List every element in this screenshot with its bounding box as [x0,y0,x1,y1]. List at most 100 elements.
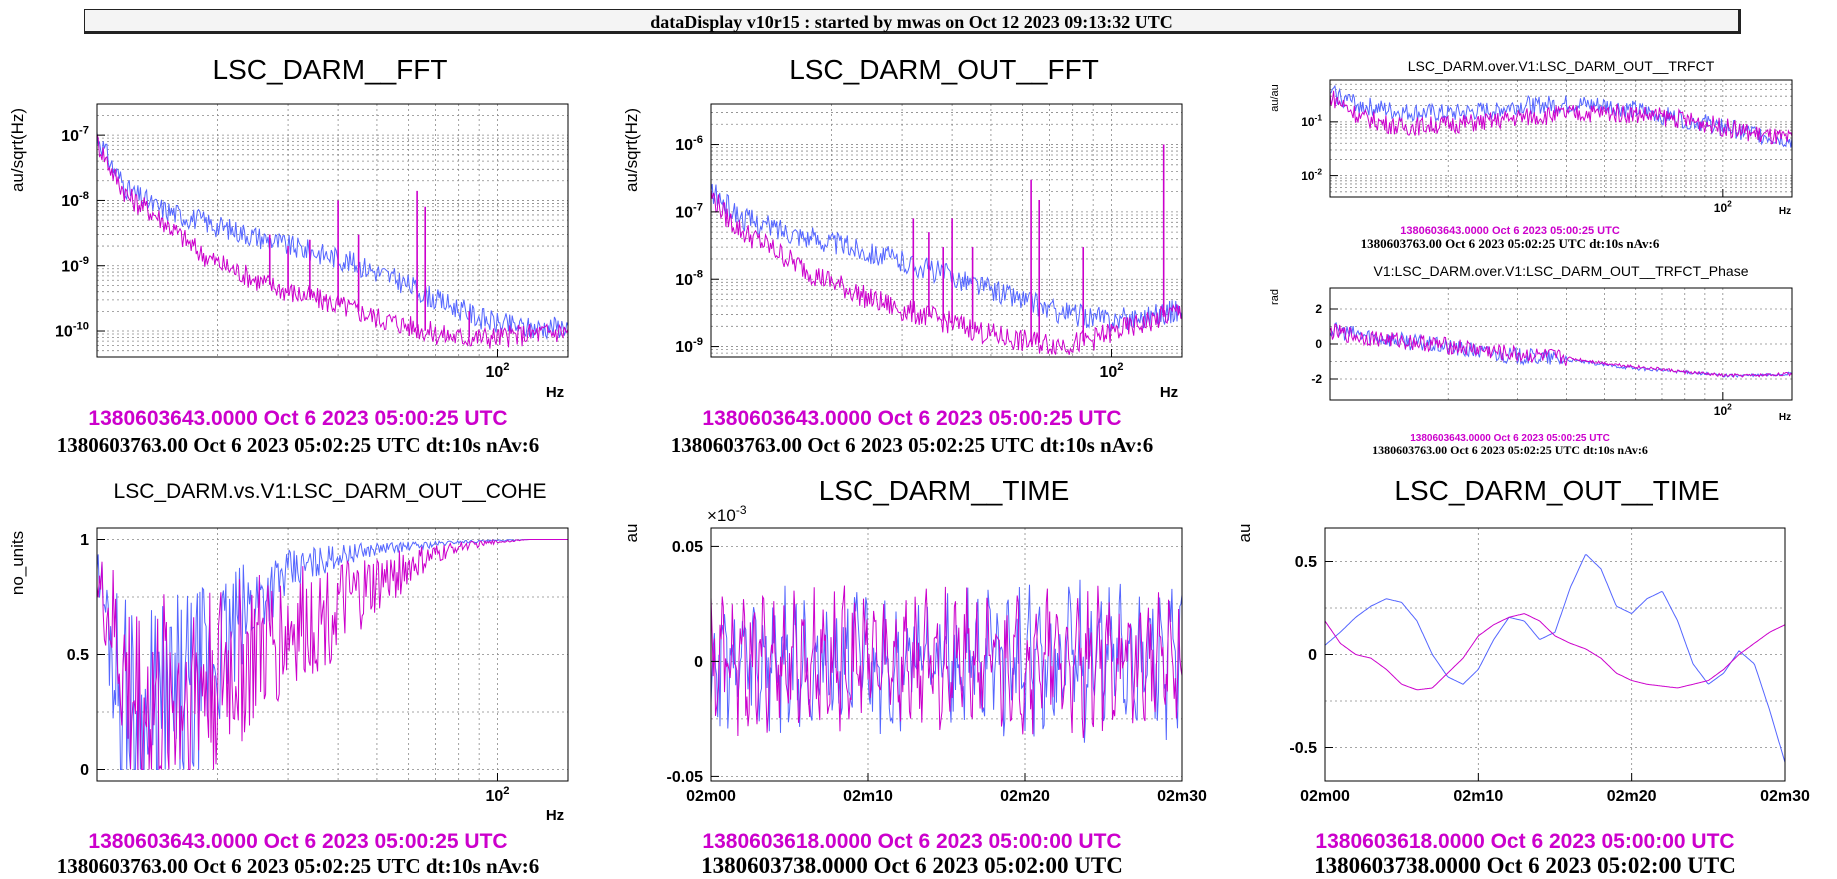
y-tick-label: 10-1 [1301,113,1322,129]
x-tick-label: 102 [1099,361,1123,381]
plot-frame [1329,79,1793,198]
panel-trfct: LSC_DARM.over.V1:LSC_DARM_OUT__TRFCT 10-… [1269,58,1793,251]
y-tick-label: 0.05 [672,539,703,556]
plot-frame [710,103,1183,358]
darm-out-fft-plot: 10-6 10-7 10-8 10-9 102 [675,103,1183,381]
trfct-phase-plot: 2 0 -2 102 [1311,287,1793,418]
y-axis-label: rad [1269,289,1281,305]
series-line [1324,613,1786,691]
y-tick-label: 0 [1315,337,1322,351]
caption-end-time: 1380603763.00 Oct 6 2023 05:02:25 UTC dt… [57,433,540,457]
y-axis-label: au/au [1269,84,1281,112]
panel-title: V1:LSC_DARM.over.V1:LSC_DARM_OUT__TRFCT_… [1373,263,1748,279]
darm-out-time-plot: 0.5 0 -0.5 02m00 02m10 02m20 02m30 [1289,527,1810,805]
y-tick-label: -0.5 [1289,740,1317,757]
y-tick-label: 0 [1308,647,1317,664]
panel-trfct-phase: V1:LSC_DARM.over.V1:LSC_DARM_OUT__TRFCT_… [1269,263,1793,457]
caption-start-time: 1380603643.0000 Oct 6 2023 05:00:25 UTC [88,830,507,853]
y-tick-label: 2 [1315,302,1322,316]
y-tick-label: 0 [694,654,703,671]
caption-start-time: 1380603643.0000 Oct 6 2023 05:00:25 UTC [1410,433,1610,444]
y-tick-label: 10-7 [675,201,703,221]
x-unit-label: Hz [1779,412,1791,423]
series-line [96,132,569,341]
x-tick-label: 02m10 [1453,788,1503,805]
caption-start-time: 1380603618.0000 Oct 6 2023 05:00:00 UTC [702,830,1121,853]
y-tick-label: 0 [80,762,89,779]
y-tick-label: -0.05 [667,769,704,786]
panel-title: LSC_DARM__FFT [213,54,448,85]
y-tick-label: 0.5 [67,647,89,664]
series-line [96,133,569,349]
x-tick-label: 02m20 [1607,788,1657,805]
panel-cohe: LSC_DARM.vs.V1:LSC_DARM_OUT__COHE 10.501… [8,480,569,878]
plot-frame [710,527,1183,782]
y-tick-label: 0.5 [1295,554,1317,571]
x-unit-label: Hz [546,807,564,824]
y-tick-label: 1 [80,532,89,549]
caption-end-time: 1380603763.00 Oct 6 2023 05:02:25 UTC dt… [1372,443,1648,457]
y-tick-label: 10-2 [1301,166,1322,182]
y-tick-label: -2 [1311,372,1322,386]
panel-title: LSC_DARM_OUT__FFT [789,54,1099,85]
panel-darm-fft: LSC_DARM__FFT 10-7 10-8 10-9 10-10 102 au/sq… [8,54,569,457]
series-line [1329,323,1793,379]
panel-darm-out-time: LSC_DARM_OUT__TIME 0.5 0 -0.5 02m00 02m10 02m… [1235,475,1810,878]
series-line [710,585,1183,739]
series-line [96,538,568,770]
y-tick-label: 10-10 [55,320,89,340]
x-tick-label: 02m00 [686,788,736,805]
trfct-plot: 10-1 10-2 102 [1301,79,1793,215]
caption-start-time: 1380603643.0000 Oct 6 2023 05:00:25 UTC [1400,225,1620,237]
panel-title: LSC_DARM.over.V1:LSC_DARM_OUT__TRFCT [1408,58,1715,74]
panel-title: LSC_DARM_OUT__TIME [1394,475,1719,506]
panel-title: LSC_DARM__TIME [819,475,1070,506]
y-axis-label: au [1235,524,1254,543]
y-tick-label: 10-7 [61,125,89,145]
x-tick-label: 102 [1714,199,1732,215]
caption-end-time: 1380603763.00 Oct 6 2023 05:02:25 UTC dt… [671,433,1154,457]
y-tick-label: 10-9 [675,336,703,356]
panel-darm-time: LSC_DARM__TIME 0.05 0 -0.05 02m00 02m10 02m20… [622,475,1207,878]
x-unit-label: Hz [1160,384,1178,401]
caption-end-time: 1380603738.0000 Oct 6 2023 05:02:00 UTC [701,853,1123,878]
x-unit-label: Hz [546,384,564,401]
y-axis-label: au/sqrt(Hz) [8,108,27,192]
x-tick-label: 102 [485,785,509,805]
caption-start-time: 1380603643.0000 Oct 6 2023 05:00:25 UTC [88,407,507,430]
x-tick-label: 02m00 [1300,788,1350,805]
x-tick-label: 02m30 [1760,788,1810,805]
panel-title: LSC_DARM.vs.V1:LSC_DARM_OUT__COHE [114,480,547,503]
y-axis-label: au/sqrt(Hz) [622,108,641,192]
series-line [1324,554,1786,763]
caption-end-time: 1380603763.00 Oct 6 2023 05:02:25 UTC dt… [57,854,540,878]
caption-start-time: 1380603643.0000 Oct 6 2023 05:00:25 UTC [702,407,1121,430]
panel-darm-out-fft: LSC_DARM_OUT__FFT 10-6 10-7 10-8 10-9 102 au… [622,54,1183,457]
caption-end-time: 1380603738.0000 Oct 6 2023 05:02:00 UTC [1314,853,1736,878]
x-tick-label: 02m30 [1157,788,1207,805]
caption-end-time: 1380603763.00 Oct 6 2023 05:02:25 UTC dt… [1361,236,1660,251]
series-line [1329,90,1793,145]
x-unit-label: Hz [1779,206,1791,217]
series-line [96,539,568,770]
y-tick-label: 10-8 [675,269,703,289]
y-exponent-label: ×10-3 [707,503,747,525]
y-tick-label: 10-9 [61,255,89,275]
y-tick-label: 10-8 [61,190,89,210]
window-title-bar: dataDisplay v10r15 : started by mwas on … [84,9,1741,34]
y-tick-label: 10-6 [675,134,703,154]
cohe-plot: 1 0.5 0 102 [67,527,569,805]
x-tick-label: 102 [1714,402,1732,418]
darm-time-plot: 0.05 0 -0.05 02m00 02m10 02m20 02m30 [667,527,1207,805]
series-line [710,183,1183,333]
x-tick-label: 02m10 [843,788,893,805]
y-axis-label: au [622,524,641,543]
y-axis-label: no_units [8,531,27,595]
x-tick-label: 102 [485,361,509,381]
caption-start-time: 1380603618.0000 Oct 6 2023 05:00:00 UTC [1315,830,1734,853]
plot-frame [96,103,569,358]
x-tick-label: 02m20 [1000,788,1050,805]
series-line [710,188,1183,355]
darm-fft-plot: 10-7 10-8 10-9 10-10 102 [55,103,569,381]
